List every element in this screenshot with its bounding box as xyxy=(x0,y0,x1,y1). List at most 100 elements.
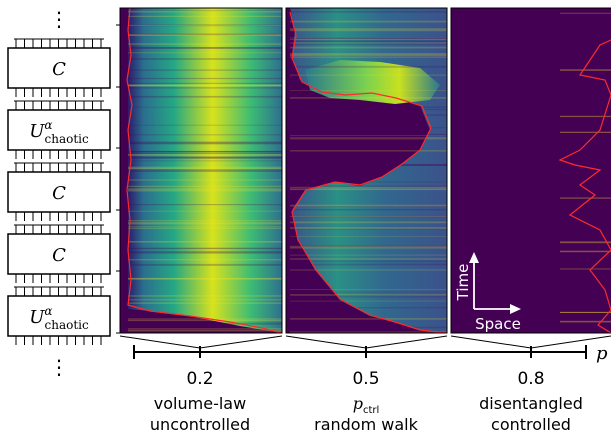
texture-stripe xyxy=(128,299,282,301)
texture-stripe xyxy=(128,84,282,86)
texture-stripe xyxy=(290,204,447,207)
texture-stripe xyxy=(290,326,447,329)
texture-stripe xyxy=(290,186,447,189)
texture-stripe xyxy=(560,33,611,35)
texture-stripe xyxy=(290,28,447,30)
axis-end-label: p xyxy=(596,343,608,364)
texture-stripe xyxy=(128,226,282,228)
regime-high: controlled xyxy=(491,415,571,434)
texture-stripe xyxy=(290,37,447,38)
gate-chaotic: Uα chaotic xyxy=(7,100,111,159)
texture-stripe xyxy=(560,267,611,269)
volume-law-region xyxy=(128,8,282,333)
texture-stripe xyxy=(128,24,282,26)
texture-stripe xyxy=(128,156,282,159)
texture-stripe xyxy=(560,200,611,202)
texture-stripe xyxy=(128,157,282,159)
texture-stripe xyxy=(128,84,282,87)
texture-stripe xyxy=(128,322,282,325)
texture-stripe xyxy=(290,246,447,249)
texture-stripe xyxy=(290,188,447,190)
texture-stripe xyxy=(128,252,282,254)
texture-stripe xyxy=(128,77,282,80)
regime-low: uncontrolled xyxy=(150,415,250,434)
texture-stripe xyxy=(560,131,611,133)
texture-stripe xyxy=(128,106,282,108)
texture-stripe xyxy=(290,90,447,91)
panel-high-frame xyxy=(450,7,611,334)
texture-stripe xyxy=(128,141,282,143)
texture-stripe xyxy=(128,15,282,17)
texture-stripe xyxy=(128,134,282,136)
boundary-mid xyxy=(289,11,447,333)
texture-stripe xyxy=(290,269,447,271)
time-label: Time xyxy=(454,264,472,302)
panel-low xyxy=(120,8,282,333)
gate-label: C xyxy=(52,245,66,266)
texture-stripe xyxy=(290,38,447,40)
gate-label: C xyxy=(52,183,66,204)
texture-stripe xyxy=(128,47,282,49)
texture-stripe xyxy=(290,43,447,45)
texture-stripe xyxy=(128,143,282,145)
texture-stripe xyxy=(128,248,282,250)
texture-stripe xyxy=(560,320,611,322)
dots-top: ⋮ xyxy=(49,7,69,31)
texture-stripe xyxy=(290,289,447,290)
texture-stripe xyxy=(290,189,447,191)
texture-stripe xyxy=(128,247,282,249)
texture-stripe xyxy=(560,12,611,14)
texture-stripe xyxy=(290,54,447,56)
texture-stripe xyxy=(290,216,447,218)
texture-stripe xyxy=(290,254,447,256)
texture-stripe xyxy=(128,188,282,190)
time-arrow-icon xyxy=(469,252,479,263)
texture-stripe xyxy=(290,106,447,109)
texture-stripe xyxy=(128,95,282,98)
texture-stripe xyxy=(128,259,282,261)
tick-label-1: 0.2 xyxy=(186,369,213,389)
texture-stripe xyxy=(290,164,447,166)
texture-stripe xyxy=(128,222,282,225)
texture-stripe xyxy=(128,24,282,27)
texture-stripe xyxy=(560,107,611,109)
texture-stripe xyxy=(290,133,447,136)
texture-stripe xyxy=(128,47,282,49)
texture-stripe xyxy=(128,210,282,212)
regime-mid: random walk xyxy=(314,415,418,434)
texture-stripe xyxy=(290,258,447,260)
texture-stripe xyxy=(290,221,447,223)
texture-stripe xyxy=(560,99,611,101)
texture-stripe xyxy=(290,185,447,188)
circuit-gates: C Uα chaotic C C Uα chaotic xyxy=(7,38,111,345)
texture-stripe xyxy=(290,227,447,230)
texture-stripe xyxy=(560,127,611,130)
texture-stripe xyxy=(128,318,282,320)
gate-chaotic: Uα chaotic xyxy=(7,286,111,345)
panel-low-frame xyxy=(119,7,283,334)
texture-stripe xyxy=(560,320,611,323)
texture-stripe xyxy=(290,222,447,224)
texture-stripe xyxy=(128,154,282,156)
texture-stripe xyxy=(560,324,611,326)
texture-stripe xyxy=(560,136,611,138)
texture-stripe xyxy=(290,29,447,32)
texture-stripe xyxy=(290,134,447,137)
texture-stripe xyxy=(560,9,611,11)
texture-stripe xyxy=(290,318,447,320)
texture-stripe xyxy=(290,11,447,13)
texture-stripe xyxy=(290,294,447,296)
texture-stripe xyxy=(290,29,447,31)
texture-stripe xyxy=(290,55,447,57)
texture-stripe xyxy=(560,320,611,321)
texture-stripe xyxy=(290,54,447,57)
texture-stripe xyxy=(290,114,447,116)
bright-patch xyxy=(305,60,440,104)
texture-stripe xyxy=(128,43,282,45)
texture-stripe xyxy=(290,263,447,266)
texture-stripe xyxy=(128,185,282,187)
texture-stripe xyxy=(128,241,282,243)
texture-stripe xyxy=(128,295,282,297)
gate-control: C xyxy=(7,162,111,221)
